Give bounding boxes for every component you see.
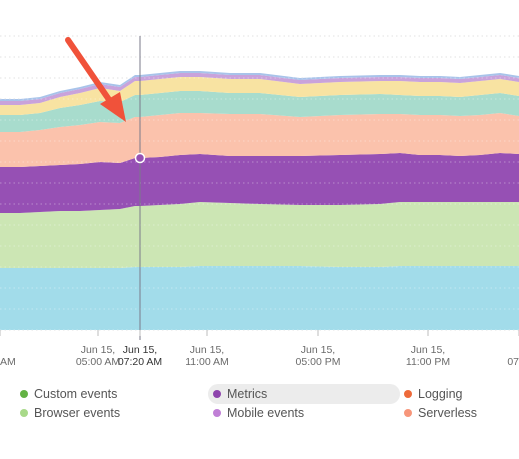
legend-label: Logging (418, 387, 463, 401)
logging-dot-icon (404, 390, 412, 398)
custom-events-dot-icon (20, 390, 28, 398)
x-tick-label: 05:00 AM (76, 356, 120, 368)
x-tick-label: Jun 15, (190, 344, 224, 356)
legend-item-mobile-events[interactable]: Mobile events (213, 403, 304, 423)
legend-item-custom-events[interactable]: Custom events (20, 384, 117, 404)
area-mobile-events (0, 73, 519, 105)
area-series (0, 35, 519, 331)
legend-item-metrics[interactable]: Metrics (208, 384, 400, 404)
area-serverless (0, 113, 519, 167)
x-tick-label: Jun 15, (81, 344, 115, 356)
x-tick-label: 11:00 AM (185, 356, 229, 368)
chart-overlays (65, 36, 146, 340)
x-tick-label: Jun 15, (411, 344, 445, 356)
area-metrics (0, 153, 519, 213)
metrics-dot-icon (213, 390, 221, 398)
x-tick-label: 07 (507, 356, 519, 368)
x-tick-label: Jun 15, (301, 344, 335, 356)
x-tick-label: 07:20 AM (118, 356, 162, 368)
x-tick-label: 11:00 PM (406, 356, 450, 368)
legend: Custom events Browser events Metrics Mob… (0, 382, 519, 432)
mobile-events-dot-icon (213, 409, 221, 417)
gridlines-overlay (0, 35, 519, 331)
area-browser-events (0, 202, 519, 268)
legend-label: Metrics (227, 387, 268, 401)
area-series-1 (0, 266, 519, 330)
area-series-8 (0, 71, 519, 101)
legend-label: Custom events (34, 387, 118, 401)
legend-label: Serverless (418, 406, 478, 420)
hover-point (134, 152, 146, 164)
area-series-6 (0, 77, 519, 115)
x-tick-label: AM (0, 356, 16, 368)
legend-item-serverless[interactable]: Serverless (404, 403, 477, 423)
legend-item-browser-events[interactable]: Browser events (20, 403, 120, 423)
annotation-arrow-head (100, 92, 126, 122)
annotation-arrow-shaft (65, 37, 115, 107)
serverless-dot-icon (404, 409, 412, 417)
x-tick-label: 05:00 PM (296, 356, 341, 368)
legend-label: Browser events (34, 406, 121, 420)
x-tick-label: Jun 15, (123, 344, 157, 356)
legend-item-logging[interactable]: Logging (404, 384, 463, 404)
area-series-5 (0, 91, 519, 132)
browser-events-dot-icon (20, 409, 28, 417)
legend-label: Mobile events (227, 406, 305, 420)
